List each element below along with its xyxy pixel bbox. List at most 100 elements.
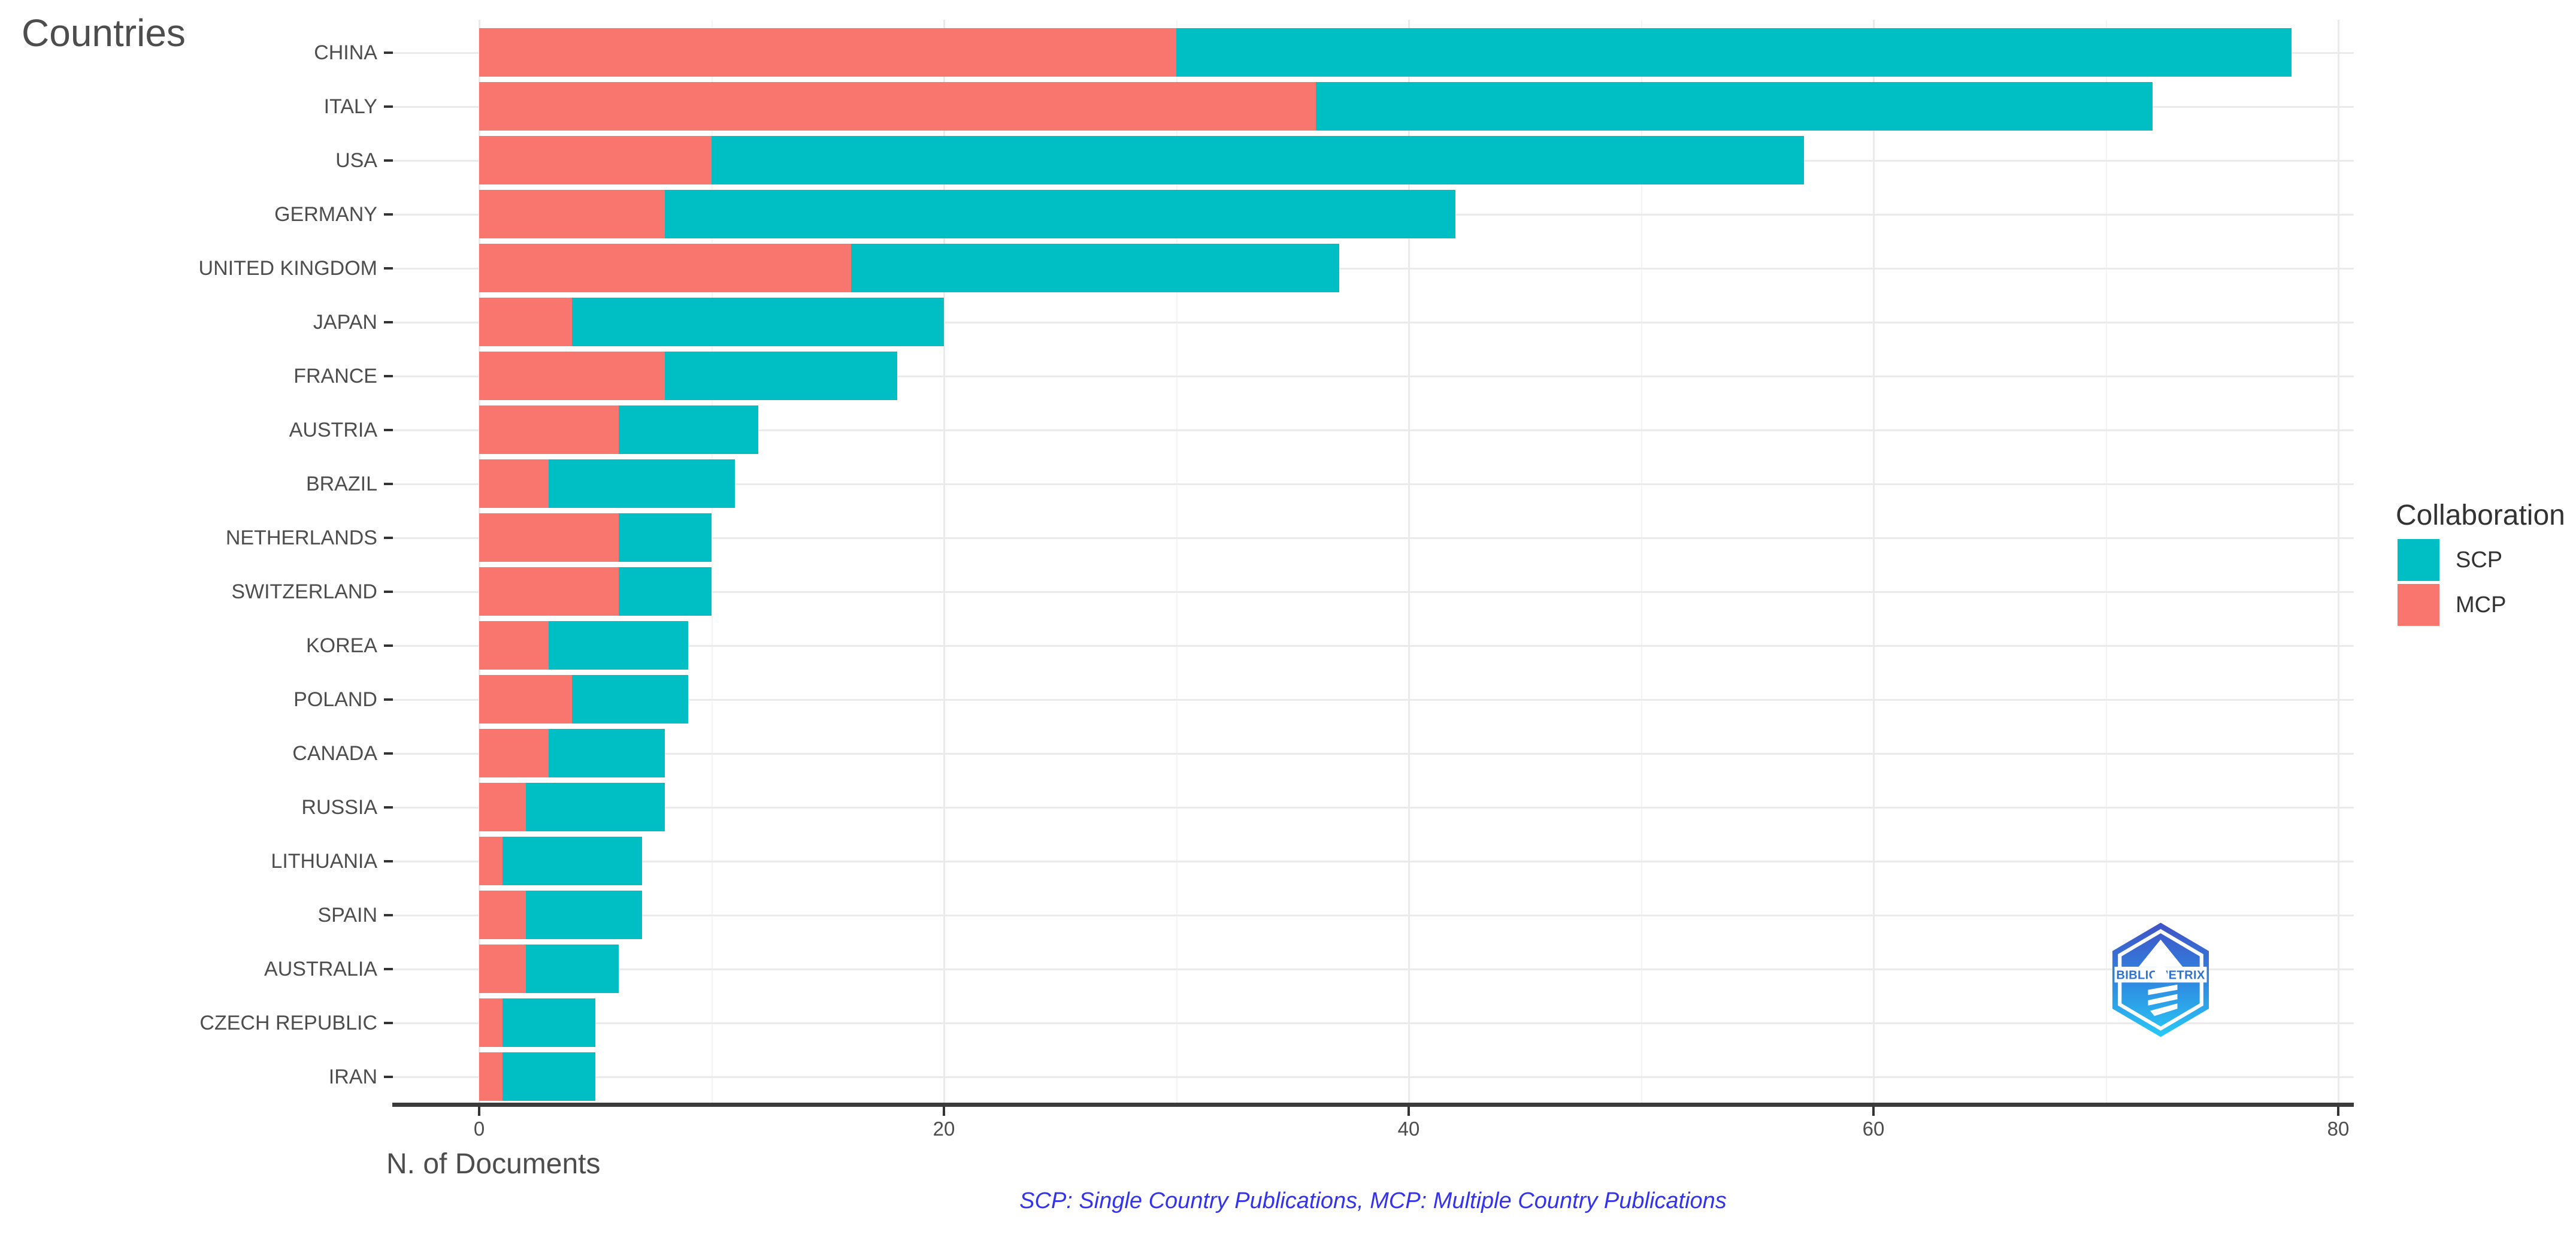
y-tick-label: KOREA <box>305 634 377 657</box>
grid-line-horizontal <box>392 752 2354 755</box>
y-tick-mark <box>384 644 393 647</box>
legend-title: Collaboration <box>2396 500 2565 531</box>
logo-stripe-3 <box>2150 1003 2178 1016</box>
logo-stripe-1 <box>2148 984 2178 995</box>
bar-segment-scp <box>549 459 735 508</box>
y-tick-mark <box>384 320 393 323</box>
x-axis-line <box>392 1103 2354 1107</box>
bar-segment-mcp <box>479 405 619 454</box>
chart-title: Countries <box>22 11 186 55</box>
y-tick-label: JAPAN <box>313 310 377 334</box>
logo-hexagon-inner-border <box>2118 929 2203 1031</box>
grid-line-vertical-minor <box>2106 20 2107 1103</box>
y-tick-label: CZECH REPUBLIC <box>199 1011 377 1034</box>
bar-segment-scp <box>1176 28 2292 77</box>
grid-line-vertical <box>943 20 945 1103</box>
grid-line-vertical <box>2338 20 2339 1103</box>
bar-segment-mcp <box>479 891 526 939</box>
grid-line-vertical-minor <box>1176 20 1177 1103</box>
y-tick-label: AUSTRIA <box>289 418 377 441</box>
bar-segment-mcp <box>479 945 526 993</box>
grid-line-horizontal <box>392 429 2354 431</box>
y-tick-label: BRAZIL <box>305 472 377 495</box>
x-tick-mark <box>943 1107 945 1116</box>
x-tick-label: 60 <box>1862 1118 1885 1140</box>
bar-segment-mcp <box>479 190 665 238</box>
y-tick-mark <box>384 428 393 431</box>
bar-segment-scp <box>712 136 1804 184</box>
bar-segment-scp <box>850 244 1339 292</box>
grid-line-horizontal <box>392 375 2354 377</box>
bar-segment-scp <box>525 783 665 831</box>
bar-segment-scp <box>549 621 689 670</box>
bar-segment-mcp <box>479 459 549 508</box>
grid-line-horizontal <box>392 644 2354 647</box>
bar-segment-scp <box>665 352 898 400</box>
y-tick-label: USA <box>335 149 377 172</box>
grid-line-horizontal <box>392 806 2354 809</box>
y-tick-mark <box>384 105 393 108</box>
bar-segment-scp <box>1315 82 2153 131</box>
y-tick-label: RUSSIA <box>301 795 377 819</box>
bar-segment-scp <box>502 998 595 1047</box>
y-tick-label: CHINA <box>314 41 377 64</box>
y-tick-label: POLAND <box>293 688 377 711</box>
x-tick-label: 40 <box>1397 1118 1420 1140</box>
bar-segment-mcp <box>479 28 1176 77</box>
bar-segment-mcp <box>479 513 619 562</box>
y-tick-mark <box>384 698 393 701</box>
y-tick-mark <box>384 536 393 539</box>
y-tick-label: FRANCE <box>293 364 377 388</box>
grid-line-vertical-minor <box>1641 20 1642 1103</box>
y-tick-label: NETHERLANDS <box>225 526 377 549</box>
x-tick-label: 80 <box>2327 1118 2350 1140</box>
bar-segment-scp <box>525 945 619 993</box>
logo-mountain-icon <box>2138 939 2183 967</box>
grid-line-horizontal <box>392 1076 2354 1078</box>
bar-segment-scp <box>618 567 712 616</box>
y-tick-mark <box>384 213 393 216</box>
grid-line-horizontal <box>392 537 2354 539</box>
x-tick-mark <box>478 1107 480 1116</box>
grid-line-horizontal <box>392 483 2354 485</box>
bar-segment-mcp <box>479 352 665 400</box>
y-tick-label: UNITED KINGDOM <box>198 256 377 280</box>
bar-segment-mcp <box>479 82 1316 131</box>
bar-segment-scp <box>525 891 642 939</box>
grid-line-horizontal <box>392 591 2354 593</box>
legend-swatch-mcp <box>2398 584 2439 626</box>
bar-segment-scp <box>618 513 712 562</box>
grid-line-vertical <box>1408 20 1410 1103</box>
bar-segment-scp <box>572 675 689 724</box>
y-tick-mark <box>384 374 393 377</box>
logo-stripe-2 <box>2148 994 2178 1006</box>
bar-segment-scp <box>502 837 642 885</box>
y-tick-label: ITALY <box>323 95 377 118</box>
y-tick-mark <box>384 267 393 270</box>
bar-segment-scp <box>549 729 665 777</box>
legend-swatch-scp <box>2398 539 2439 581</box>
x-tick-mark <box>2337 1107 2339 1116</box>
bar-segment-scp <box>572 298 944 346</box>
y-tick-mark <box>384 967 393 970</box>
bar-segment-mcp <box>479 783 526 831</box>
grid-line-horizontal <box>392 860 2354 862</box>
grid-line-horizontal <box>392 267 2354 270</box>
bar-segment-mcp <box>479 298 573 346</box>
x-axis-title: N. of Documents <box>386 1148 601 1180</box>
x-tick-mark <box>1407 1107 1410 1116</box>
grid-line-horizontal <box>392 698 2354 701</box>
bar-segment-mcp <box>479 729 549 777</box>
y-tick-mark <box>384 1021 393 1024</box>
logo-peak-icon <box>2150 958 2171 983</box>
caption: SCP: Single Country Publications, MCP: M… <box>1019 1188 1727 1213</box>
y-tick-mark <box>384 913 393 916</box>
y-tick-label: GERMANY <box>274 202 377 226</box>
y-tick-label: SWITZERLAND <box>231 580 377 603</box>
bibliometrix-logo: BIBLIOMETRIX <box>2112 922 2209 1037</box>
bar-segment-scp <box>502 1052 595 1101</box>
grid-line-horizontal <box>392 914 2354 916</box>
x-tick-label: 0 <box>473 1118 485 1140</box>
bar-segment-mcp <box>479 136 712 184</box>
